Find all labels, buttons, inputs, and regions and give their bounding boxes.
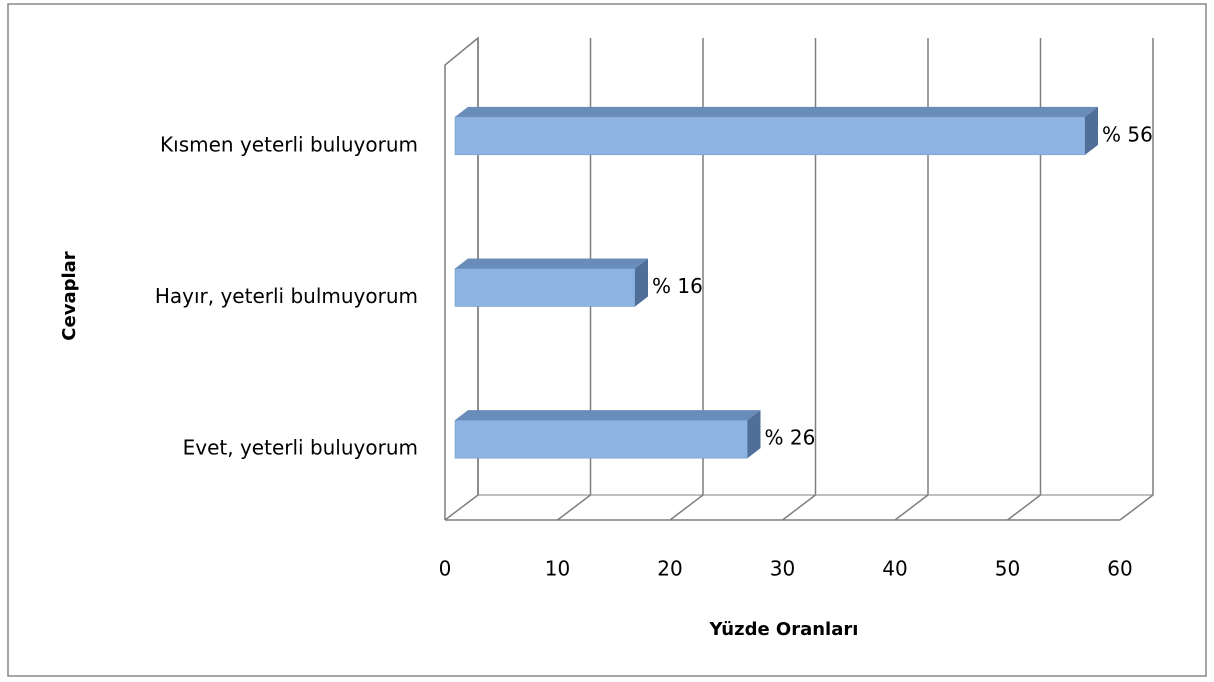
x-tick-label: 50 <box>995 557 1020 581</box>
grid-line <box>557 38 592 521</box>
bar <box>454 419 748 459</box>
value-label: % 16 <box>652 274 703 298</box>
grid-line <box>894 38 929 521</box>
grid-line <box>444 38 479 521</box>
y-axis-label: Cevaplar <box>59 251 80 340</box>
grid-line <box>782 38 817 521</box>
bar-side <box>635 258 648 307</box>
chart-frame <box>7 3 1207 677</box>
x-tick-label: 10 <box>545 557 570 581</box>
bar-side <box>747 410 761 459</box>
bar-top <box>455 106 1098 117</box>
x-tick-label: 0 <box>439 557 452 581</box>
x-tick-label: 40 <box>882 557 907 581</box>
value-label: % 56 <box>1102 122 1153 146</box>
bar <box>454 116 1086 156</box>
bar-top <box>455 410 761 421</box>
value-label: % 26 <box>765 426 816 450</box>
grid-line <box>1119 38 1154 521</box>
y-tick-label: Evet, yeterli buluyorum <box>183 436 418 460</box>
x-axis-label: Yüzde Oranları <box>709 619 859 640</box>
y-tick-label: Hayır, yeterli bulmuyorum <box>155 284 418 308</box>
bar-side <box>1085 106 1098 155</box>
x-tick-label: 20 <box>657 557 682 581</box>
x-tick-label: 60 <box>1107 557 1132 581</box>
y-tick-label: Kısmen yeterli buluyorum <box>160 132 418 156</box>
bar <box>454 268 636 307</box>
x-tick-label: 30 <box>770 557 795 581</box>
grid-line <box>1007 38 1042 521</box>
bar-top <box>455 258 648 269</box>
grid-line <box>669 38 704 521</box>
